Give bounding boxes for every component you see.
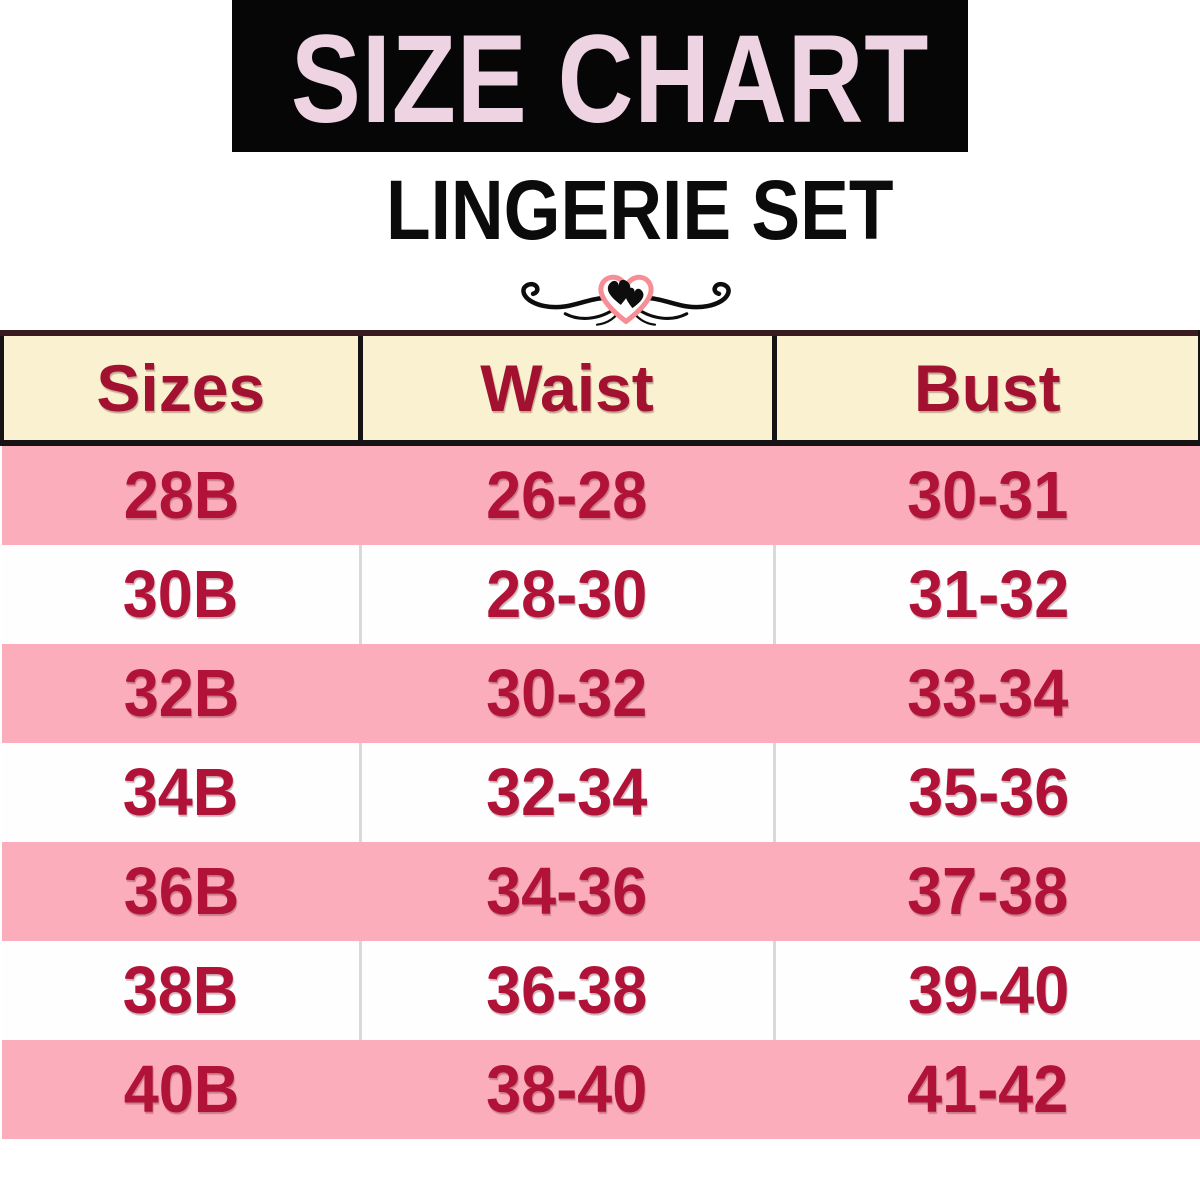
table-row: 40B 38-40 41-42 <box>2 1040 1200 1139</box>
small-heart-left-icon <box>607 279 631 305</box>
bust-cell: 37-38 <box>774 842 1200 941</box>
table-row: 30B 28-30 31-32 <box>2 545 1200 644</box>
waist-cell: 32-34 <box>358 743 774 842</box>
size-cell: 28B <box>2 443 360 545</box>
size-chart-table: Sizes Waist Bust 28B 26-28 30-31 30B 28-… <box>0 330 1200 1139</box>
heart-flourish-icon <box>521 274 762 328</box>
bust-cell: 30-31 <box>774 443 1200 545</box>
bust-cell: 31-32 <box>772 545 1200 644</box>
bust-cell: 35-36 <box>772 743 1200 842</box>
waist-cell: 30-32 <box>360 644 774 743</box>
size-cell: 32B <box>2 644 360 743</box>
title-banner: SIZE CHART <box>232 0 968 152</box>
small-heart-right-icon <box>625 287 644 309</box>
size-cell: 36B <box>2 842 360 941</box>
size-table-body: 28B 26-28 30-31 30B 28-30 31-32 32B 30-3… <box>2 443 1200 1139</box>
waist-cell: 38-40 <box>360 1040 774 1139</box>
column-header-waist: Waist <box>357 330 774 446</box>
size-cell: 34B <box>2 743 360 842</box>
table-row: 34B 32-34 35-36 <box>2 743 1200 842</box>
page-subtitle-label: LINGERIE SET <box>386 163 894 257</box>
size-cell: 38B <box>2 941 360 1040</box>
waist-cell: 34-36 <box>360 842 774 941</box>
table-row: 36B 34-36 37-38 <box>2 842 1200 941</box>
bust-cell: 41-42 <box>774 1040 1200 1139</box>
bust-cell: 33-34 <box>774 644 1200 743</box>
waist-cell: 26-28 <box>360 443 774 545</box>
waist-cell: 28-30 <box>358 545 774 644</box>
table-row: 38B 36-38 39-40 <box>2 941 1200 1040</box>
column-header-bust: Bust <box>771 330 1200 446</box>
size-cell: 40B <box>2 1040 360 1139</box>
table-row: 32B 30-32 33-34 <box>2 644 1200 743</box>
waist-cell: 36-38 <box>358 941 774 1040</box>
bust-cell: 39-40 <box>772 941 1200 1040</box>
size-cell: 30B <box>2 545 360 644</box>
page-title: SIZE CHART <box>290 9 930 149</box>
table-row: 28B 26-28 30-31 <box>2 443 1200 545</box>
heart-flourish-divider <box>26 266 1200 328</box>
column-header-sizes: Sizes <box>0 330 360 446</box>
table-header-row: Sizes Waist Bust <box>0 330 1200 446</box>
page-subtitle: LINGERIE SET <box>0 168 1200 264</box>
